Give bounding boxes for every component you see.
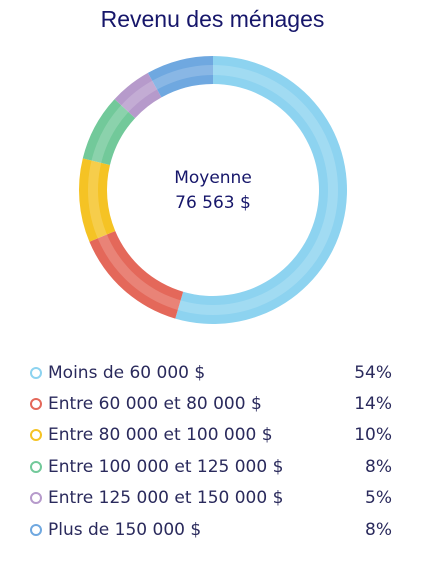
center-value: 76 563 $ <box>175 193 251 213</box>
legend-item: Entre 80 000 et 100 000 $ 10% <box>30 420 392 451</box>
legend-label: Entre 80 000 et 100 000 $ <box>48 425 273 446</box>
legend-marker-icon <box>30 523 42 536</box>
legend-label: Entre 100 000 et 125 000 $ <box>48 456 284 477</box>
legend-marker-icon <box>30 398 42 411</box>
legend-item: Moins de 60 000 $ 54% <box>30 357 392 388</box>
legend-marker-icon <box>30 460 42 473</box>
legend-label: Plus de 150 000 $ <box>48 519 202 540</box>
chart-legend: Moins de 60 000 $ 54% Entre 60 000 et 80 0… <box>30 357 392 545</box>
center-summary: Moyenne 76 563 $ <box>71 166 355 216</box>
center-label: Moyenne <box>174 168 252 188</box>
legend-item: Plus de 150 000 $ 8% <box>30 514 392 545</box>
legend-marker-icon <box>30 429 42 442</box>
donut-slice-2 <box>89 230 184 319</box>
donut-highlight <box>88 65 338 315</box>
donut-slice-5 <box>114 72 162 119</box>
legend-value: 5% <box>365 488 392 509</box>
donut-slice-1 <box>175 56 348 324</box>
legend-item: Entre 100 000 et 125 000 $ 8% <box>30 451 392 482</box>
donut-slices <box>79 56 348 324</box>
legend-marker-icon <box>30 366 42 379</box>
legend-value: 10% <box>354 425 392 446</box>
legend-value: 14% <box>354 394 392 415</box>
legend-label: Moins de 60 000 $ <box>48 362 206 383</box>
donut-slice-3 <box>79 158 116 242</box>
legend-value: 8% <box>365 519 392 540</box>
legend-marker-icon <box>30 492 42 505</box>
donut-slice-6 <box>147 56 213 98</box>
legend-value: 54% <box>354 362 392 383</box>
legend-item: Entre 125 000 et 150 000 $ 5% <box>30 483 392 514</box>
donut-chart <box>79 56 348 324</box>
legend-label: Entre 60 000 et 80 000 $ <box>48 394 262 415</box>
legend-value: 8% <box>365 456 392 477</box>
legend-item: Entre 60 000 et 80 000 $ 14% <box>30 388 392 419</box>
donut-slice-4 <box>82 99 136 166</box>
legend-label: Entre 125 000 et 150 000 $ <box>48 488 284 509</box>
chart-title: Revenu des ménages <box>100 6 325 32</box>
